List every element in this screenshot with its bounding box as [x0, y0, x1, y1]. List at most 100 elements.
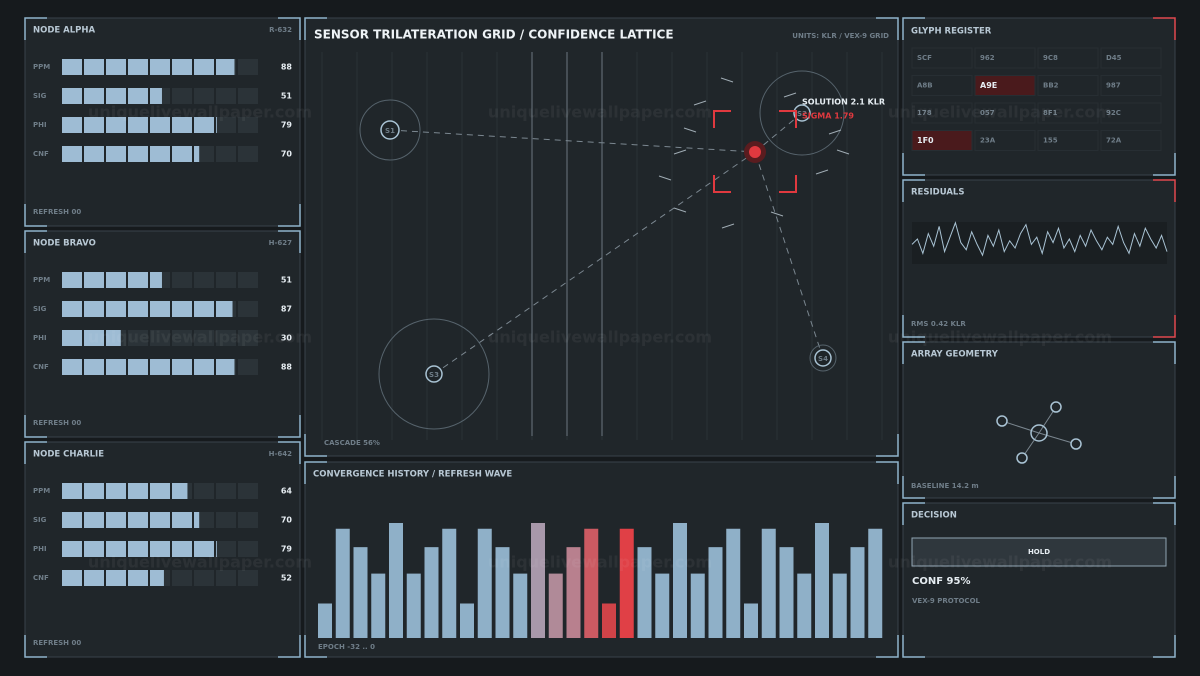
history-bar — [815, 523, 829, 638]
range-circle — [809, 344, 837, 372]
solution-point — [749, 146, 761, 158]
glyph-text: 987 — [1106, 82, 1121, 90]
glyph-text: 8F1 — [1043, 109, 1058, 117]
glyph-cell — [911, 47, 973, 69]
node-footer: REFRESH 00 — [33, 639, 81, 647]
metric-bar — [62, 570, 164, 586]
history-footer: EPOCH -32 .. 0 — [318, 643, 375, 651]
metric-label: CNF — [33, 574, 49, 582]
node-title: NODE CHARLIE — [33, 450, 104, 460]
corner-accent — [902, 635, 925, 658]
glyph-cell — [911, 75, 973, 96]
history-bar — [779, 547, 794, 638]
corner-accent — [902, 315, 925, 338]
history-bar — [495, 547, 510, 638]
metric-label: PHI — [33, 545, 47, 553]
metric-label: SIG — [33, 305, 47, 313]
history-bar — [868, 528, 883, 638]
metric-label: CNF — [33, 150, 49, 158]
corner-accent — [902, 341, 925, 364]
field-tick — [673, 207, 687, 213]
corner-accent — [1153, 315, 1176, 338]
watermark: uniquelivewallpaper.com — [488, 553, 712, 572]
node-footer: REFRESH 00 — [33, 208, 81, 216]
corner-accent — [876, 434, 899, 457]
metric-label: PPM — [33, 276, 50, 284]
confidence: CONF 95% — [912, 576, 970, 587]
corner-accent — [902, 502, 925, 525]
node-title: NODE ALPHA — [33, 26, 95, 36]
history-bar — [726, 528, 741, 638]
glyph-text: SCF — [917, 54, 932, 62]
sigma-label: SIGMA 1.79 — [802, 112, 854, 121]
corner-accent — [304, 461, 327, 484]
panel-title: RESIDUALS — [911, 188, 964, 198]
corner-accent — [876, 635, 899, 658]
metric-label: PPM — [33, 487, 50, 495]
glyph-text: 72A — [1106, 137, 1122, 145]
history-bar — [566, 547, 581, 638]
array-node — [996, 415, 1008, 427]
glyph-text: 155 — [1043, 137, 1058, 145]
metric-bar — [62, 88, 162, 104]
panel-title: DECISION — [911, 511, 957, 521]
corner-accent — [24, 635, 47, 658]
glyph-cell — [911, 130, 973, 151]
history-bar — [406, 573, 421, 638]
units-label: UNITS: KLR / VEX-9 GRID — [792, 32, 889, 40]
corner-accent — [304, 17, 327, 40]
array-node — [1050, 401, 1062, 413]
metric-bar — [62, 483, 188, 499]
history-bar — [548, 573, 563, 638]
solution-label: SOLUTION 2.1 KLR — [802, 98, 885, 107]
metric-label: SIG — [33, 92, 47, 100]
history-bar — [797, 573, 812, 638]
geometry-footer: BASELINE 14.2 m — [911, 482, 979, 490]
metric-bar — [62, 359, 235, 375]
glyph-cell — [1100, 102, 1162, 124]
field-tick — [721, 223, 735, 229]
panel-title: SENSOR TRILATERATION GRID / CONFIDENCE L… — [314, 28, 674, 42]
target-bracket — [713, 110, 797, 193]
field-tick — [783, 92, 797, 98]
watermark: uniquelivewallpaper.com — [88, 328, 312, 347]
corner-accent — [1153, 17, 1176, 40]
field-tick — [720, 77, 734, 83]
corner-accent — [278, 441, 301, 464]
metric-value: 87 — [281, 305, 292, 314]
sensor — [380, 120, 400, 140]
metric-label: PHI — [33, 334, 47, 342]
history-bar — [619, 528, 634, 638]
array-node — [1070, 438, 1082, 450]
glyph-text: 1F0 — [917, 136, 934, 145]
glyph-text: D45 — [1106, 54, 1122, 62]
watermark: uniquelivewallpaper.com — [88, 553, 312, 572]
sensor-label: S1 — [385, 127, 395, 135]
panel-title: ARRAY GEOMETRY — [911, 350, 999, 360]
history-bar — [761, 528, 776, 638]
sensor — [814, 349, 832, 367]
residuals-footer: RMS 0.42 KLR — [911, 320, 966, 328]
metric-label: SIG — [33, 516, 47, 524]
hold-button[interactable] — [911, 537, 1167, 567]
panel — [902, 17, 1176, 176]
corner-accent — [902, 476, 925, 499]
baseline — [1001, 420, 1040, 434]
sensor — [793, 104, 811, 122]
history-bar — [442, 528, 457, 638]
corner-accent — [1153, 502, 1176, 525]
metric-bar — [62, 272, 162, 288]
field-tick — [836, 149, 850, 155]
metric-bar — [62, 330, 121, 346]
metric-value: 51 — [281, 276, 293, 285]
glyph-cell — [1100, 130, 1162, 151]
range-line — [389, 129, 756, 153]
glyph-text: 92C — [1106, 109, 1121, 117]
glyph-cell — [911, 102, 973, 124]
hold-button-label[interactable]: HOLD — [1028, 548, 1050, 556]
metric-bar — [62, 512, 200, 528]
corner-accent — [876, 17, 899, 40]
history-bar — [744, 603, 758, 638]
watermark: uniquelivewallpaper.com — [888, 328, 1112, 347]
corner-accent — [24, 415, 47, 438]
